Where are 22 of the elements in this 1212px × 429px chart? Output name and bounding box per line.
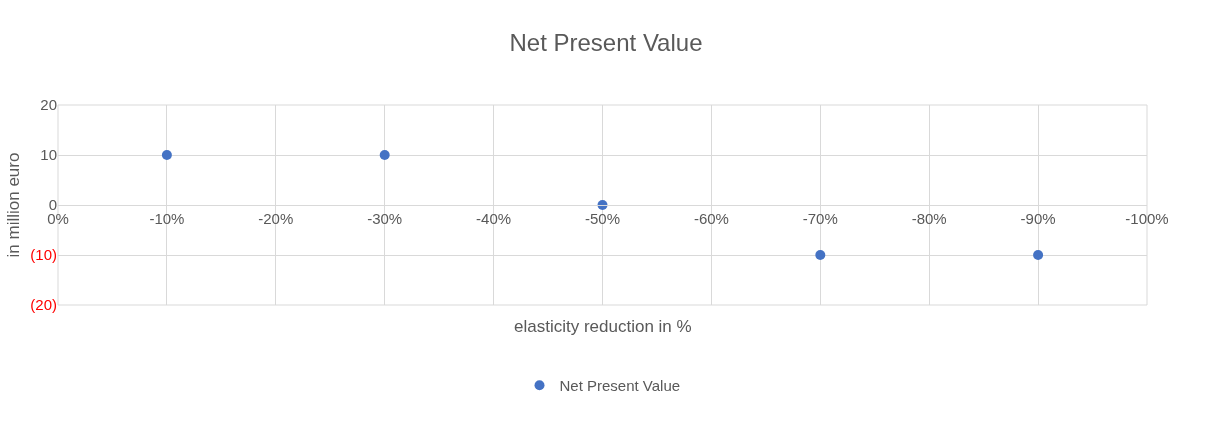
y-axis-title: in million euro [3,152,23,258]
point [379,150,390,160]
x-axis-title: elasticity reduction in % [514,317,692,336]
y-tick-label: 10 [40,146,57,164]
x-tick-label: -100% [1125,210,1169,227]
x-tick-label: -60% [693,210,729,227]
legend-label: Net Present Value [559,377,681,395]
y-tick-label: 20 [40,96,57,114]
x-tick-label: -40% [476,210,512,227]
point [815,250,826,260]
x-tick-label: -80% [911,210,947,227]
x-tick-label: -90% [1020,210,1056,227]
x-tick-label: -10% [149,210,185,227]
x-tick-label: -70% [802,210,838,227]
x-tick-label: -50% [584,210,621,227]
chart-title: Net Present Value [509,29,703,57]
point [1033,250,1044,260]
x-tick-label: -30% [367,210,403,227]
y-tick-label: (10) [30,246,57,264]
y-tick-label: (20) [30,296,57,314]
x-tick-label: -20% [258,210,294,227]
point [161,150,172,160]
